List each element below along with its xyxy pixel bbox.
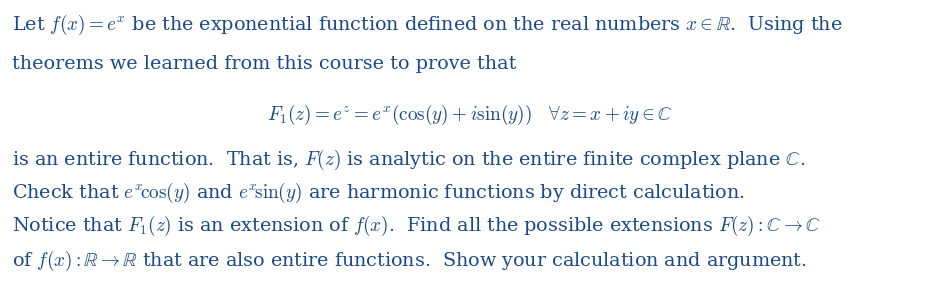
Text: Let $f(x) = e^x$ be the exponential function defined on the real numbers $x \in : Let $f(x) = e^x$ be the exponential func…	[12, 13, 843, 37]
Text: Notice that $F_1(z)$ is an extension of $f(x)$.  Find all the possible extension: Notice that $F_1(z)$ is an extension of …	[12, 214, 821, 238]
Text: Check that $e^x\!\cos(y)$ and $e^x\!\sin(y)$ are harmonic functions by direct ca: Check that $e^x\!\cos(y)$ and $e^x\!\sin…	[12, 181, 745, 205]
Text: is an entire function.  That is, $F(z)$ is analytic on the entire finite complex: is an entire function. That is, $F(z)$ i…	[12, 147, 805, 171]
Text: $F_1(z) = e^z = e^x(\cos(y) + i\sin(y)) \quad \forall z = x + iy \in \mathbb{C}$: $F_1(z) = e^z = e^x(\cos(y) + i\sin(y)) …	[267, 103, 674, 127]
Text: theorems we learned from this course to prove that: theorems we learned from this course to …	[12, 55, 517, 73]
Text: of $f(x) : \mathbb{R} \to \mathbb{R}$ that are also entire functions.  Show your: of $f(x) : \mathbb{R} \to \mathbb{R}$ th…	[12, 249, 807, 273]
